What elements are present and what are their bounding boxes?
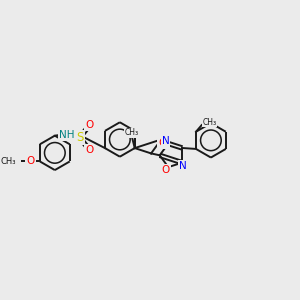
Text: N: N — [161, 136, 169, 146]
Text: CH₃: CH₃ — [202, 118, 216, 127]
Text: O: O — [85, 145, 93, 155]
Text: O: O — [85, 120, 93, 130]
Text: NH: NH — [58, 130, 74, 140]
Text: S: S — [76, 131, 83, 144]
Text: CH₃: CH₃ — [125, 128, 139, 137]
Text: O: O — [158, 138, 166, 148]
Text: N: N — [179, 161, 187, 172]
Text: O: O — [26, 157, 34, 166]
Text: CH₃: CH₃ — [1, 157, 16, 166]
Text: O: O — [161, 165, 169, 175]
